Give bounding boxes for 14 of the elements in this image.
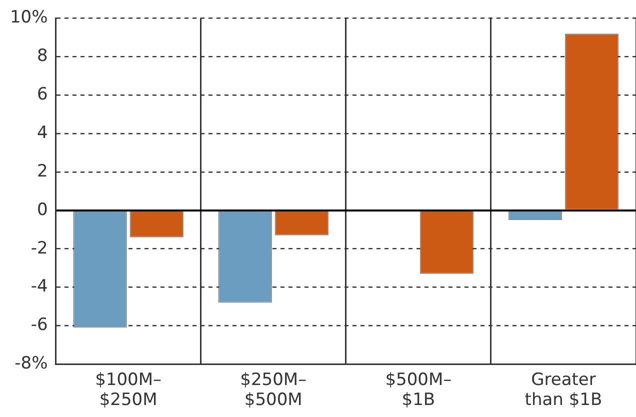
y-tick-label: 10% — [10, 8, 48, 28]
y-tick-label: -2 — [30, 238, 48, 258]
x-tick-label: Greater than $1B — [524, 370, 602, 410]
y-tick-label: -8% — [14, 354, 48, 374]
x-tick-label: $250M– $500M — [240, 370, 307, 410]
y-tick-label: -6 — [30, 315, 48, 336]
y-tick-label: 6 — [36, 84, 48, 105]
y-tick-label: 4 — [36, 122, 48, 143]
x-tick-label: $100M– $250M — [95, 370, 162, 410]
y-tick-label: 2 — [36, 161, 48, 182]
y-tick-label: 8 — [36, 46, 48, 66]
y-tick-label: -4 — [30, 276, 48, 297]
y-tick-label: 0 — [36, 200, 48, 220]
x-tick-label: $500M– $1B — [385, 370, 452, 410]
